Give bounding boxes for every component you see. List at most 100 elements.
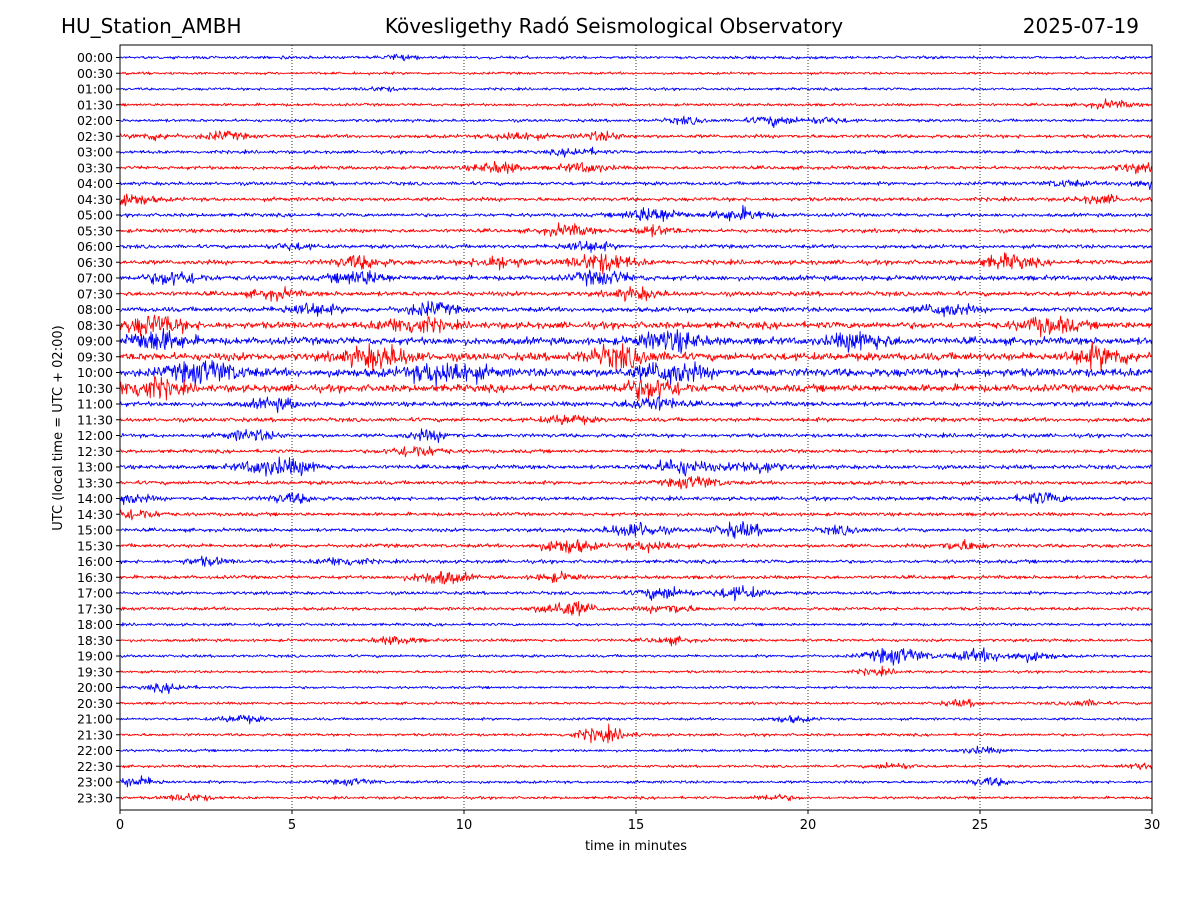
y-tick-label: 17:30 (77, 601, 113, 616)
x-axis-label: time in minutes (585, 839, 687, 854)
trace-0630 (120, 252, 1152, 275)
x-tick-label: 30 (1144, 818, 1161, 833)
y-tick-label: 08:30 (77, 318, 113, 333)
y-tick-label: 05:30 (77, 223, 113, 238)
trace-1800 (120, 622, 1152, 627)
trace-0130 (120, 98, 1152, 110)
y-tick-label: 07:00 (77, 271, 113, 286)
trace-1930 (120, 665, 1152, 677)
trace-1500 (120, 520, 1152, 539)
y-tick-label: 21:30 (77, 727, 113, 742)
trace-0500 (120, 204, 1152, 223)
y-tick-label: 00:30 (77, 66, 113, 81)
trace-1130 (120, 414, 1152, 426)
y-tick-label: 19:00 (77, 649, 113, 664)
trace-0700 (120, 269, 1152, 287)
y-tick-label: 01:00 (77, 82, 113, 97)
x-tick-label: 0 (116, 818, 124, 833)
trace-0330 (120, 160, 1152, 175)
trace-1730 (120, 601, 1152, 617)
y-tick-label: 15:00 (77, 523, 113, 538)
y-tick-label: 20:30 (77, 696, 113, 711)
y-tick-label: 18:30 (77, 633, 113, 648)
trace-1600 (120, 555, 1152, 567)
trace-0530 (120, 222, 1152, 238)
trace-1230 (120, 445, 1152, 458)
trace-1430 (120, 509, 1152, 521)
y-tick-label: 01:30 (77, 97, 113, 112)
y-tick-label: 02:00 (77, 113, 113, 128)
y-tick-label: 13:30 (77, 475, 113, 490)
seismic-traces (120, 53, 1152, 802)
trace-2230 (120, 761, 1152, 771)
y-tick-label: 23:00 (77, 775, 113, 790)
chart-date: 2025-07-19 (1022, 14, 1139, 38)
x-tick-label: 25 (972, 818, 989, 833)
trace-0300 (120, 146, 1152, 158)
trace-0400 (120, 179, 1152, 191)
y-tick-label: 22:00 (77, 743, 113, 758)
y-tick-label: 13:00 (77, 460, 113, 475)
trace-1200 (120, 428, 1152, 444)
trace-1000 (120, 360, 1152, 388)
y-tick-label: 12:00 (77, 428, 113, 443)
trace-1900 (120, 647, 1152, 666)
y-axis: 00:0000:3001:0001:3002:0002:3003:0003:30… (77, 50, 120, 805)
trace-1700 (120, 585, 1152, 602)
trace-0730 (120, 285, 1152, 302)
trace-0000 (120, 53, 1152, 62)
trace-2130 (120, 723, 1152, 744)
y-tick-label: 19:30 (77, 664, 113, 679)
trace-1100 (120, 396, 1152, 414)
y-tick-label: 03:30 (77, 160, 113, 175)
y-axis-label: UTC (local time = UTC + 02:00) (51, 325, 66, 530)
trace-2200 (120, 745, 1152, 754)
y-tick-label: 11:30 (77, 412, 113, 427)
y-tick-label: 16:30 (77, 570, 113, 585)
y-tick-label: 14:30 (77, 507, 113, 522)
trace-0430 (120, 193, 1152, 207)
y-tick-label: 00:00 (77, 50, 113, 65)
trace-0200 (120, 115, 1152, 128)
y-tick-label: 11:00 (77, 397, 113, 412)
y-tick-label: 23:30 (77, 790, 113, 805)
x-tick-label: 15 (628, 818, 645, 833)
y-tick-label: 21:00 (77, 712, 113, 727)
y-tick-label: 08:00 (77, 302, 113, 317)
trace-1330 (120, 475, 1152, 490)
x-tick-label: 5 (288, 818, 296, 833)
trace-2100 (120, 714, 1152, 725)
y-tick-label: 15:30 (77, 538, 113, 553)
y-tick-label: 12:30 (77, 444, 113, 459)
trace-1400 (120, 491, 1152, 506)
y-tick-label: 07:30 (77, 286, 113, 301)
trace-2330 (120, 792, 1152, 802)
y-tick-label: 10:30 (77, 381, 113, 396)
y-tick-label: 05:00 (77, 208, 113, 223)
trace-2300 (120, 775, 1152, 788)
y-tick-label: 04:00 (77, 176, 113, 191)
y-tick-label: 17:00 (77, 586, 113, 601)
y-tick-label: 06:00 (77, 239, 113, 254)
trace-1530 (120, 539, 1152, 554)
trace-0030 (120, 71, 1152, 76)
y-tick-label: 03:00 (77, 145, 113, 160)
y-tick-label: 20:00 (77, 680, 113, 695)
trace-2000 (120, 682, 1152, 695)
trace-2030 (120, 698, 1152, 708)
y-tick-label: 06:30 (77, 255, 113, 270)
y-tick-label: 14:00 (77, 491, 113, 506)
trace-1830 (120, 635, 1152, 647)
x-gridlines (291, 45, 981, 810)
trace-1300 (120, 456, 1152, 477)
y-tick-label: 09:30 (77, 349, 113, 364)
y-tick-label: 04:30 (77, 192, 113, 207)
trace-0900 (120, 327, 1152, 354)
chart-title: Kövesligethy Radó Seismological Observat… (384, 14, 844, 38)
station-name: HU_Station_AMBH (61, 14, 242, 38)
y-tick-label: 16:00 (77, 554, 113, 569)
y-tick-label: 09:00 (77, 334, 113, 349)
x-tick-label: 20 (800, 818, 817, 833)
y-tick-label: 10:00 (77, 365, 113, 380)
